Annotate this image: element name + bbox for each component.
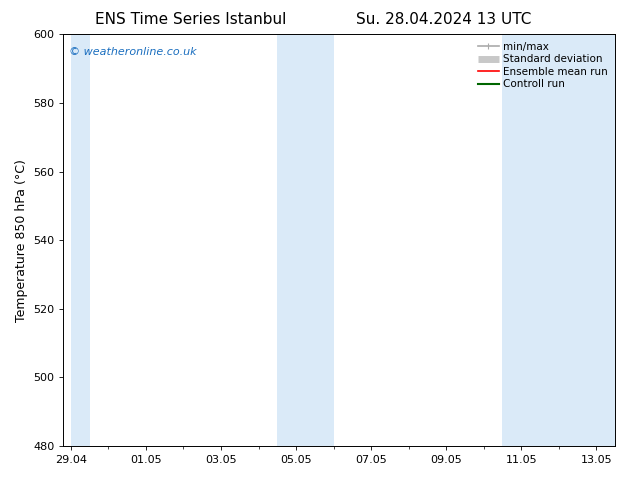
Y-axis label: Temperature 850 hPa (°C): Temperature 850 hPa (°C) <box>15 159 27 321</box>
Text: Su. 28.04.2024 13 UTC: Su. 28.04.2024 13 UTC <box>356 12 531 27</box>
Text: © weatheronline.co.uk: © weatheronline.co.uk <box>69 47 197 57</box>
Bar <box>71 34 89 446</box>
Legend: min/max, Standard deviation, Ensemble mean run, Controll run: min/max, Standard deviation, Ensemble me… <box>476 40 610 92</box>
Bar <box>502 34 615 446</box>
Text: ENS Time Series Istanbul: ENS Time Series Istanbul <box>94 12 286 27</box>
Bar <box>277 34 333 446</box>
